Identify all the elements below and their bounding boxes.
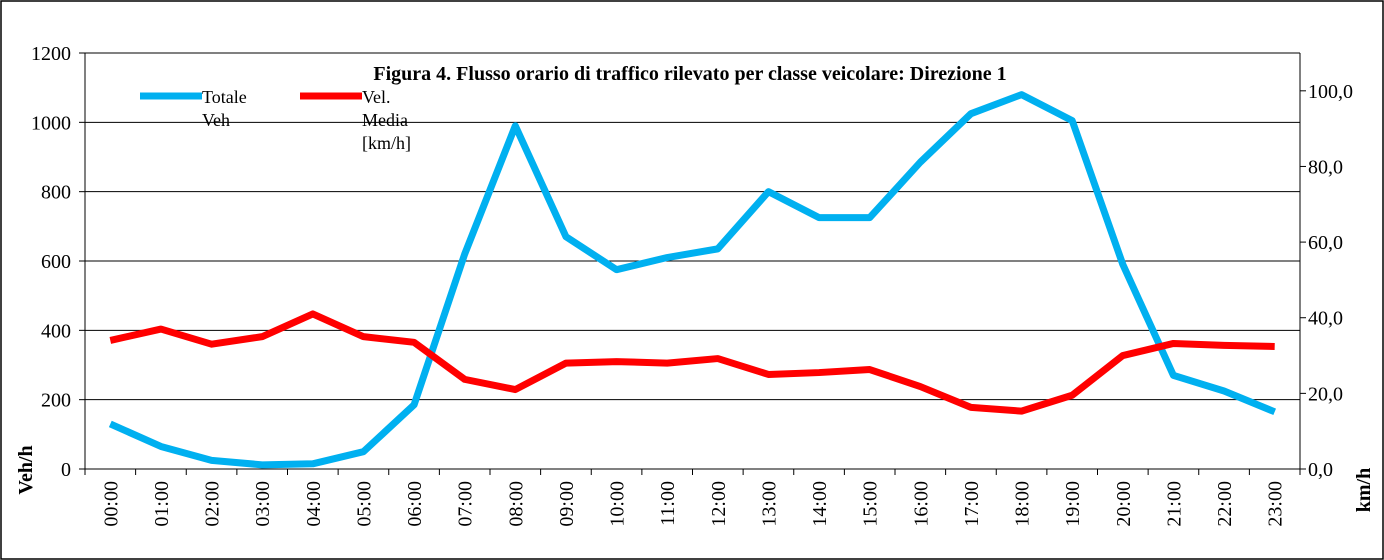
- series-line: [109, 310, 1275, 415]
- x-tick-label: 12:00: [708, 481, 730, 527]
- y2-tick-label: 100,0: [1308, 81, 1353, 103]
- x-tick-label: 01:00: [151, 481, 173, 527]
- x-tick-label: 00:00: [100, 481, 122, 527]
- y2-tick-label: 40,0: [1308, 308, 1343, 330]
- y-tick-label: 200: [41, 390, 71, 412]
- x-tick-label: 09:00: [556, 481, 578, 527]
- x-tick-label: 02:00: [202, 481, 224, 527]
- x-tick-label: 21:00: [1163, 481, 1185, 527]
- legend-label: Vel. Media [km/h]: [362, 87, 411, 153]
- x-tick-label: 19:00: [1062, 481, 1084, 527]
- x-tick-label: 18:00: [1012, 481, 1034, 527]
- x-tick-label: 03:00: [252, 481, 274, 527]
- y-tick-label: 600: [41, 251, 71, 273]
- y-tick-label: 0: [61, 459, 71, 481]
- x-tick-label: 13:00: [758, 481, 780, 527]
- x-tick-label: 16:00: [910, 481, 932, 527]
- y2-tick-label: 0,0: [1308, 459, 1333, 481]
- y-axis-label: Veh/h: [15, 445, 37, 494]
- y-tick-label: 1000: [31, 112, 71, 134]
- x-tick-label: 20:00: [1113, 481, 1135, 527]
- y-tick-label: 400: [41, 320, 71, 342]
- y2-axis-label: km/h: [1353, 468, 1375, 512]
- y-tick-label: 1200: [31, 43, 71, 65]
- x-tick-label: 05:00: [353, 481, 375, 527]
- y2-tick-label: 60,0: [1308, 232, 1343, 254]
- series-line: [108, 91, 1277, 469]
- legend-label: Totale Veh: [202, 87, 247, 130]
- chart-title: Figura 4. Flusso orario di traffico rile…: [373, 63, 1006, 85]
- x-tick-label: 07:00: [455, 481, 477, 527]
- x-tick-label: 15:00: [860, 481, 882, 527]
- y-tick-label: 800: [41, 182, 71, 204]
- x-tick-label: 23:00: [1265, 481, 1287, 527]
- x-tick-label: 11:00: [657, 481, 679, 526]
- y2-tick-label: 80,0: [1308, 156, 1343, 178]
- x-tick-label: 08:00: [505, 481, 527, 527]
- x-tick-label: 10:00: [607, 481, 629, 527]
- x-tick-label: 17:00: [961, 481, 983, 527]
- x-tick-label: 06:00: [404, 481, 426, 527]
- x-tick-label: 22:00: [1214, 481, 1236, 527]
- x-tick-label: 04:00: [303, 481, 325, 527]
- x-tick-label: 14:00: [809, 481, 831, 527]
- y2-tick-label: 20,0: [1308, 383, 1343, 405]
